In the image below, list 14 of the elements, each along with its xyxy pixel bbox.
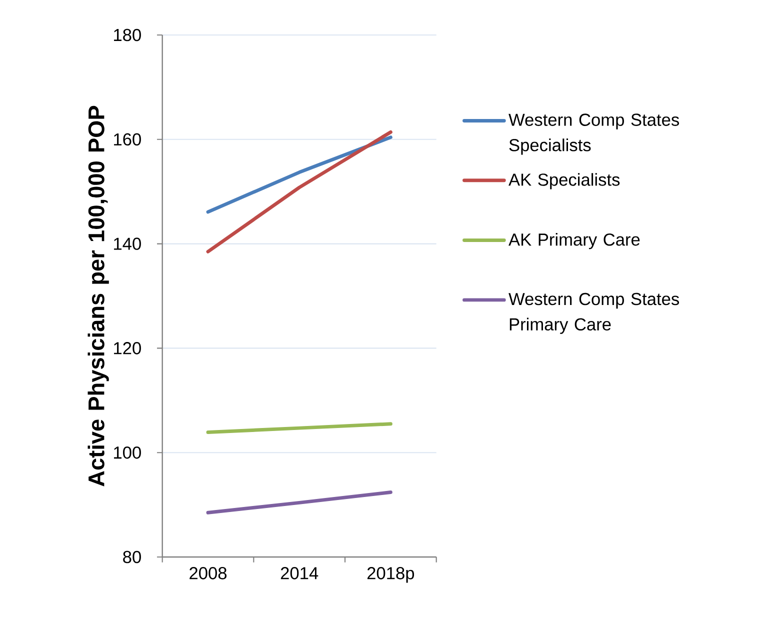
- y-tick-label: 120: [114, 342, 141, 354]
- legend-label: AK Primary Care: [508, 233, 640, 250]
- y-tick-label: 180: [114, 28, 141, 42]
- x-tick-label: 2018p: [367, 567, 414, 583]
- y-axis-title: Active Physicians per 100,000 POP: [88, 106, 109, 486]
- x-tick-label: 2014: [280, 567, 318, 580]
- y-tick-label: 140: [114, 238, 141, 250]
- y-tick-label: 100: [114, 446, 141, 459]
- x-tick-label: 2008: [190, 567, 227, 580]
- y-tick-label: 160: [114, 133, 141, 146]
- legend-label: Western Comp States Primary Care: [508, 292, 680, 334]
- legend-label: Western Comp States Specialists: [508, 114, 680, 155]
- legend-label: AK Specialists: [508, 173, 620, 190]
- y-tick-label: 80: [123, 550, 141, 564]
